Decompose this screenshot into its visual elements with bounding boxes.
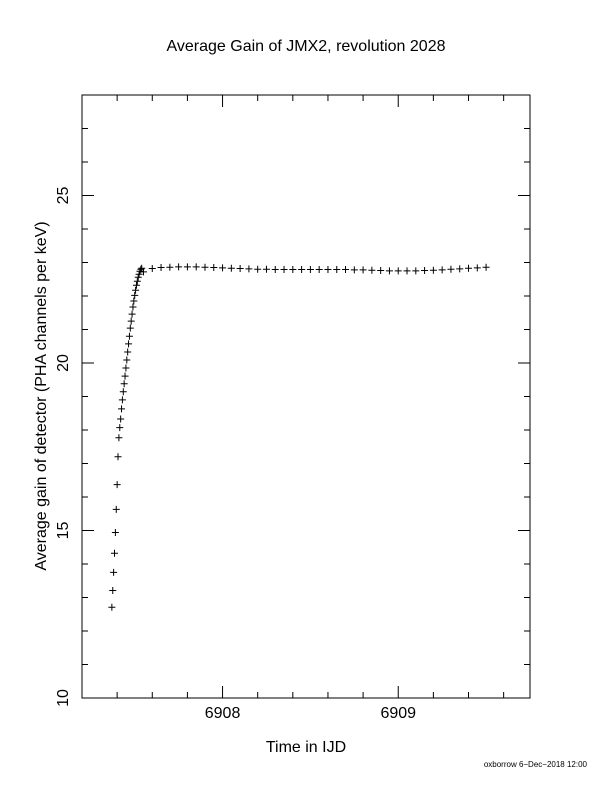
point	[125, 332, 133, 340]
point	[438, 266, 446, 274]
point	[192, 263, 200, 271]
y-tick-label: 25	[55, 187, 72, 205]
point	[122, 364, 130, 372]
point	[456, 265, 464, 273]
y-tick-label: 20	[55, 354, 72, 372]
point	[236, 265, 244, 273]
x-tick-label: 6908	[205, 705, 241, 722]
chart-title: Average Gain of JMX2, revolution 2028	[167, 38, 446, 55]
point	[148, 265, 156, 273]
point	[124, 348, 132, 356]
point	[134, 273, 142, 281]
point	[306, 266, 314, 274]
point	[111, 529, 119, 537]
point	[473, 264, 481, 272]
x-tick-label: 6909	[380, 705, 416, 722]
point	[394, 267, 402, 275]
point	[377, 267, 385, 275]
point	[138, 264, 146, 272]
point	[127, 317, 135, 325]
point	[245, 265, 253, 273]
point	[133, 277, 141, 285]
point	[119, 388, 127, 396]
point	[116, 424, 124, 432]
point	[108, 603, 116, 611]
point	[132, 286, 140, 294]
point	[324, 266, 332, 274]
point	[227, 264, 235, 272]
point	[118, 396, 126, 404]
x-axis-label: Time in IJD	[266, 739, 346, 756]
point	[139, 268, 147, 276]
point	[157, 264, 165, 272]
point	[118, 405, 126, 413]
point	[114, 453, 122, 461]
y-axis-label: Average gain of detector (PHA channels p…	[33, 221, 50, 570]
point	[109, 586, 117, 594]
point	[333, 266, 341, 274]
point	[117, 415, 125, 423]
point	[271, 266, 279, 274]
point	[368, 266, 376, 274]
point	[129, 303, 137, 311]
point	[112, 505, 120, 513]
point	[342, 266, 350, 274]
point	[113, 481, 121, 489]
point	[254, 265, 262, 273]
point	[429, 266, 437, 274]
point	[385, 267, 393, 275]
point	[298, 266, 306, 274]
point	[132, 281, 140, 289]
point	[183, 263, 191, 271]
point	[121, 372, 129, 380]
point	[166, 263, 174, 271]
point	[412, 267, 420, 275]
point	[175, 263, 183, 271]
point	[350, 266, 358, 274]
point	[403, 267, 411, 275]
footnote: oxborrow 6−Dec−2018 12:00	[484, 760, 588, 769]
point	[219, 264, 227, 272]
point	[110, 568, 118, 576]
point	[201, 263, 209, 271]
point	[111, 549, 119, 557]
y-tick-label: 15	[55, 522, 72, 540]
point	[128, 310, 136, 318]
y-tick-label: 10	[55, 689, 72, 707]
point	[115, 434, 123, 442]
point	[131, 291, 139, 299]
point	[125, 340, 133, 348]
point	[482, 263, 490, 271]
point	[126, 324, 134, 332]
point	[289, 266, 297, 274]
point	[465, 264, 473, 272]
point	[315, 266, 323, 274]
point	[123, 356, 131, 364]
point	[130, 297, 138, 305]
point	[447, 265, 455, 273]
point	[280, 266, 288, 274]
point	[359, 266, 367, 274]
point	[120, 380, 128, 388]
point	[210, 264, 218, 272]
point	[421, 267, 429, 275]
point	[135, 270, 143, 278]
point	[262, 265, 270, 273]
plot-frame	[81, 94, 531, 699]
